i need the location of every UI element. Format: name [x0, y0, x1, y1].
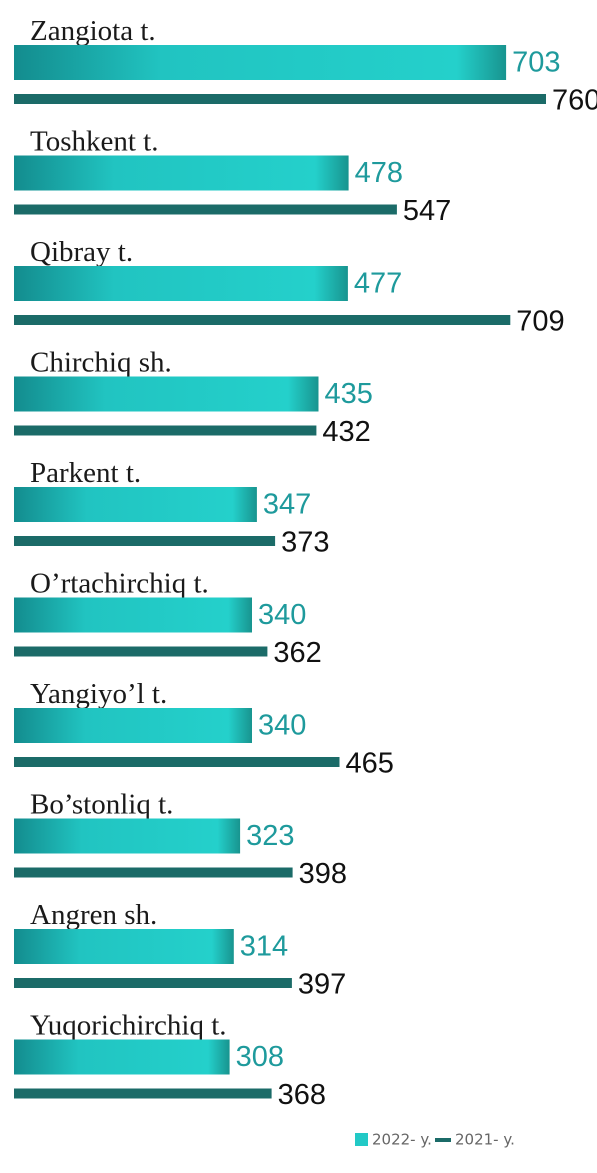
- bar-2021: [14, 536, 276, 546]
- legend-swatch: [355, 1133, 368, 1146]
- value-label-2021: 397: [298, 969, 346, 1001]
- legend-label: 2021- y.: [455, 1131, 515, 1149]
- bar-2021: [14, 646, 268, 657]
- bar-2022: [14, 155, 349, 191]
- category-label: Chirchiq sh.: [30, 347, 172, 379]
- category-label: Qibray t.: [30, 236, 133, 268]
- value-label-2022: 308: [236, 1041, 284, 1073]
- category-label: Toshkent t.: [30, 126, 158, 158]
- bar-2022: [14, 487, 257, 522]
- bar-2022: [14, 376, 319, 412]
- bar-2022: [14, 45, 507, 80]
- value-label-2022: 340: [258, 710, 306, 742]
- bar-2021: [14, 978, 292, 988]
- value-label-2022: 340: [258, 599, 306, 631]
- category-label: Yangiyo’l t.: [30, 678, 167, 710]
- bar-2022: [14, 708, 252, 743]
- value-label-2022: 347: [263, 489, 311, 521]
- value-label-2022: 477: [354, 268, 402, 300]
- legend-label: 2022- y.: [372, 1131, 432, 1149]
- bar-2022: [14, 818, 241, 854]
- category-label: Zangiota t.: [30, 15, 156, 47]
- bar-2022: [14, 929, 234, 964]
- value-label-2022: 435: [325, 378, 373, 410]
- value-label-2021: 760: [552, 85, 597, 117]
- bar-2021: [14, 425, 317, 436]
- value-label-2022: 478: [355, 157, 403, 189]
- bar-2021: [14, 94, 546, 104]
- bar-2022: [14, 266, 348, 301]
- value-label-2021: 362: [273, 637, 321, 669]
- bar-2022: [14, 1039, 230, 1075]
- value-label-2021: 368: [278, 1079, 326, 1111]
- legend-swatch: [435, 1138, 451, 1142]
- bar-2021: [14, 867, 293, 878]
- value-label-2022: 323: [246, 820, 294, 852]
- value-label-2021: 373: [281, 527, 329, 559]
- value-label-2022: 703: [512, 47, 560, 79]
- bar-2021: [14, 1088, 272, 1099]
- value-label-2021: 432: [322, 416, 370, 448]
- category-label: O’rtachirchiq t.: [30, 568, 209, 600]
- value-label-2021: 547: [403, 195, 451, 227]
- category-label: Yuqorichirchiq t.: [30, 1010, 227, 1042]
- bar-2021: [14, 757, 340, 767]
- bar-2021: [14, 204, 397, 215]
- category-label: Angren sh.: [30, 899, 157, 931]
- value-label-2021: 398: [299, 858, 347, 890]
- category-label: Bo’stonliq t.: [30, 789, 173, 821]
- bar-2021: [14, 315, 511, 325]
- category-label: Parkent t.: [30, 457, 141, 489]
- value-label-2022: 314: [240, 931, 288, 963]
- value-label-2021: 709: [516, 306, 564, 338]
- value-label-2021: 465: [346, 748, 394, 780]
- bar-2022: [14, 597, 252, 633]
